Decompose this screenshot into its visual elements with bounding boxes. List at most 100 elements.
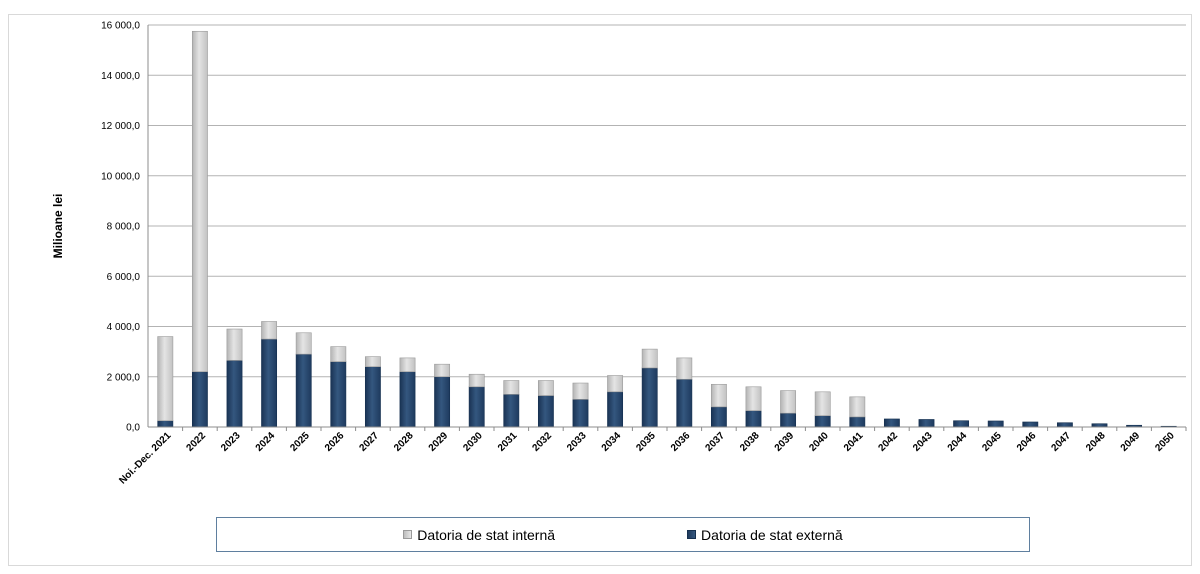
bar-external (330, 361, 347, 428)
bar-external (468, 386, 485, 428)
bar-external (607, 391, 624, 428)
bar-external (710, 406, 727, 428)
legend-swatch-external (687, 530, 697, 539)
y-tick-label: 14 000,0 (101, 71, 140, 82)
bar-internal (780, 390, 797, 414)
bar-external (572, 399, 589, 428)
y-tick-label: 16 000,0 (101, 21, 140, 32)
bar-internal (641, 348, 658, 369)
bar-internal (503, 380, 520, 395)
bar-internal (295, 332, 312, 355)
bar-external (676, 378, 693, 428)
bar-internal (434, 363, 451, 378)
x-tick-label: 2036 (669, 430, 693, 454)
bar-external (537, 395, 554, 428)
bar-internal (226, 328, 243, 361)
x-tick-label: 2045 (980, 430, 1004, 454)
y-tick-label: 4 000,0 (107, 322, 141, 333)
x-tick-label: 2035 (634, 430, 658, 454)
bars (157, 30, 1177, 428)
bar-internal (745, 386, 762, 411)
bar-internal (191, 30, 208, 373)
bar-internal (157, 336, 174, 422)
x-tick-label: 2034 (600, 430, 624, 454)
x-tick-label: 2044 (946, 430, 970, 454)
bar-internal (814, 391, 831, 416)
x-tick-label: 2038 (738, 430, 762, 454)
bar-external (434, 376, 451, 428)
bar-external (295, 353, 312, 428)
y-tick-label: 6 000,0 (107, 272, 141, 283)
legend-item-external: Datoria de stat externă (687, 527, 843, 543)
x-tick-label: 2022 (185, 430, 209, 454)
bar-internal (607, 375, 624, 393)
bar-external (849, 416, 866, 428)
bar-internal (849, 396, 866, 418)
y-tick-label: 2 000,0 (107, 372, 141, 383)
bar-external (814, 415, 831, 428)
x-tick-label: 2025 (288, 430, 312, 454)
bar-external (226, 360, 243, 428)
bar-internal (468, 373, 485, 388)
x-tick-label: 2042 (877, 430, 901, 454)
x-tick-label: 2031 (496, 430, 520, 454)
y-tick-label: 0,0 (126, 423, 140, 434)
y-tick-label: 10 000,0 (101, 171, 140, 182)
bar-external (364, 366, 381, 428)
x-tick-label: 2049 (1119, 430, 1143, 454)
y-tick-label: 8 000,0 (107, 222, 141, 233)
bar-internal (572, 382, 589, 400)
bar-internal (537, 380, 554, 396)
bar-external (1056, 422, 1073, 428)
legend-label-external: Datoria de stat externă (701, 526, 843, 543)
y-axis-ticks: 0,0 2 000,0 4 000,0 6 000,0 8 000,0 10 000,0 1… (101, 21, 140, 434)
x-tick-label: 2023 (219, 430, 243, 454)
bar-external (157, 420, 174, 428)
bar-external (1022, 421, 1039, 428)
bar-external (745, 410, 762, 428)
bar-external (987, 420, 1004, 428)
bar-external (261, 338, 278, 428)
bar-internal (399, 357, 416, 373)
bar-external (191, 371, 208, 428)
x-tick-label: 2032 (531, 430, 555, 454)
x-tick-label: 2048 (1084, 430, 1108, 454)
legend-label-internal: Datoria de stat internă (417, 526, 556, 543)
x-tick-label: Noi.-Dec. 2021 (117, 430, 173, 486)
x-tick-label: 2050 (1153, 430, 1177, 454)
x-tick-label: 2033 (565, 430, 589, 454)
bar-external (953, 420, 970, 428)
x-tick-label: 2040 (807, 430, 831, 454)
bar-internal (330, 346, 347, 362)
x-tick-label: 2037 (704, 430, 728, 454)
gridlines (148, 24, 1186, 378)
bar-external (399, 371, 416, 428)
x-tick-label: 2029 (427, 430, 451, 454)
x-tick-label: 2024 (254, 430, 278, 454)
x-tick-label: 2047 (1050, 430, 1074, 454)
bar-external (641, 367, 658, 428)
legend-swatch-internal (403, 530, 413, 539)
legend: Datoria de stat internă Datoria de stat … (216, 517, 1030, 552)
bar-internal (710, 383, 727, 408)
x-tick-label: 2039 (773, 430, 797, 454)
y-tick-label: 12 000,0 (101, 121, 140, 132)
x-tick-label: 2027 (358, 430, 382, 454)
bar-internal (364, 356, 381, 367)
x-tick-label: 2026 (323, 430, 347, 454)
x-axis-ticks: Noi.-Dec. 2021 2022 2023 2024 2025 2026 2027 20… (117, 427, 1187, 486)
x-tick-label: 2046 (1015, 430, 1039, 454)
bar-internal (676, 357, 693, 380)
bar-external (780, 412, 797, 428)
bar-internal (261, 321, 278, 340)
legend-item-internal: Datoria de stat internă (403, 527, 555, 543)
x-tick-label: 2028 (392, 430, 416, 454)
x-tick-label: 2030 (461, 430, 485, 454)
chart-frame (8, 14, 1192, 566)
x-tick-label: 2043 (911, 430, 935, 454)
bar-external (883, 418, 900, 428)
x-tick-label: 2041 (842, 430, 866, 454)
y-axis-label: Milioane lei (51, 194, 65, 259)
bar-external (503, 394, 520, 428)
